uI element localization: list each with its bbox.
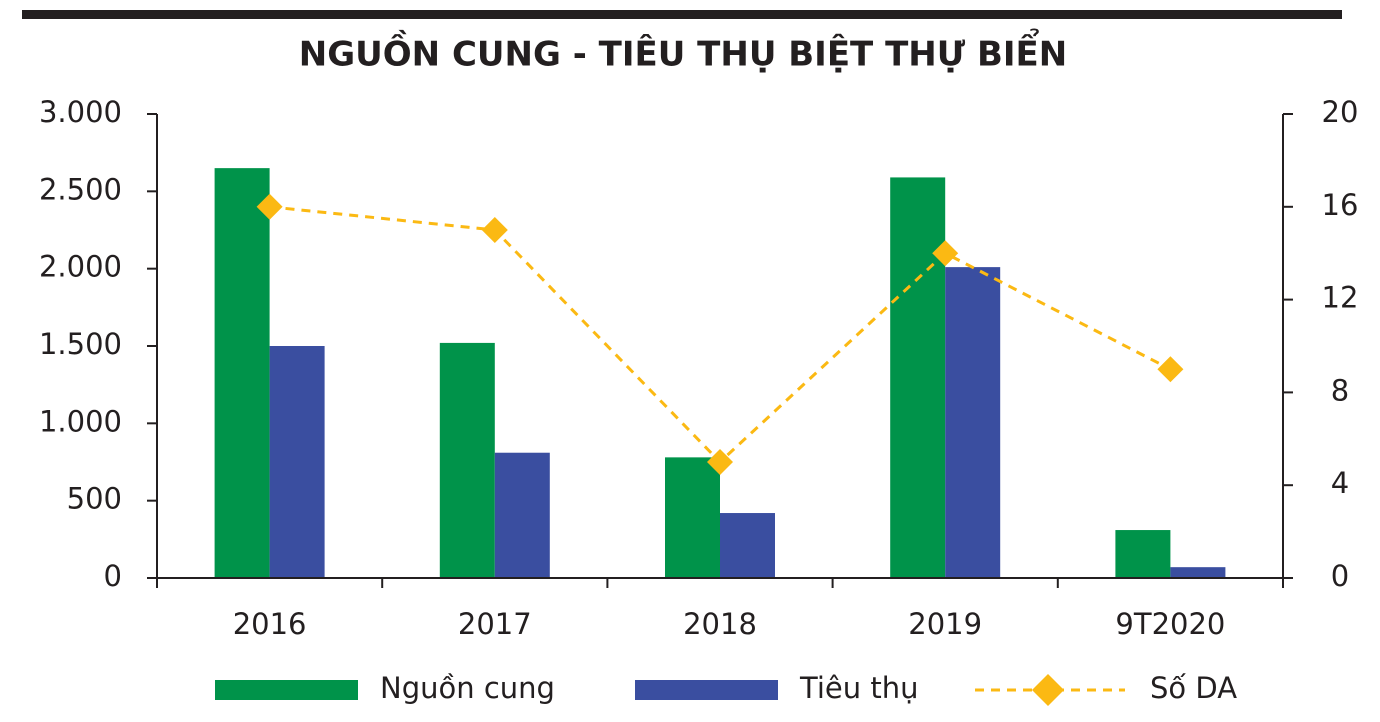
- y2-tick-label: 0: [1331, 559, 1349, 593]
- top-rule: [22, 10, 1342, 19]
- bar: [945, 267, 1001, 578]
- y-tick-label: 1.000: [39, 404, 122, 438]
- bar: [494, 452, 550, 578]
- x-tick-label: 2016: [233, 607, 307, 641]
- y2-tick-label: 16: [1322, 188, 1359, 222]
- legend-swatch: [215, 680, 358, 700]
- y-tick-label: 3.000: [39, 95, 122, 129]
- line: [269, 205, 1172, 465]
- legend-swatch: [635, 680, 778, 700]
- legend-label: Tiêu thụ: [799, 671, 918, 705]
- y2-tick-label: 12: [1322, 281, 1359, 315]
- y-tick-label: 2.000: [39, 250, 122, 284]
- bar: [665, 457, 720, 578]
- y2-tick-label: 8: [1331, 373, 1349, 407]
- marker: [932, 240, 959, 267]
- marker: [1157, 356, 1184, 383]
- bar: [214, 168, 270, 578]
- x-tick-label: 2019: [908, 607, 982, 641]
- x-tick-label: 2018: [683, 607, 757, 641]
- y-tick-label: 2.500: [39, 172, 122, 206]
- x-tick-label: 2017: [458, 607, 532, 641]
- y2-tick-label: 20: [1322, 95, 1359, 129]
- marker: [481, 217, 508, 243]
- chart-title: NGUỒN CUNG - TIÊU THỤ BIỆT THỰ BIỂN: [299, 29, 1067, 75]
- bar: [1170, 567, 1226, 578]
- bar: [890, 177, 946, 578]
- y-tick-label: 1.500: [39, 327, 122, 361]
- bar: [439, 342, 495, 578]
- legend-label: Số DA: [1150, 671, 1237, 705]
- bar: [720, 513, 775, 578]
- marker: [707, 449, 733, 475]
- legend-marker: [1032, 674, 1064, 706]
- marker: [256, 193, 283, 220]
- y-tick-label: 500: [67, 482, 122, 516]
- bar: [1115, 530, 1171, 578]
- bar: [269, 346, 325, 578]
- legend-label: Nguồn cung: [380, 671, 555, 705]
- y2-tick-label: 4: [1331, 466, 1349, 500]
- x-tick-label: 9T2020: [1115, 607, 1225, 641]
- y-tick-label: 0: [104, 559, 122, 593]
